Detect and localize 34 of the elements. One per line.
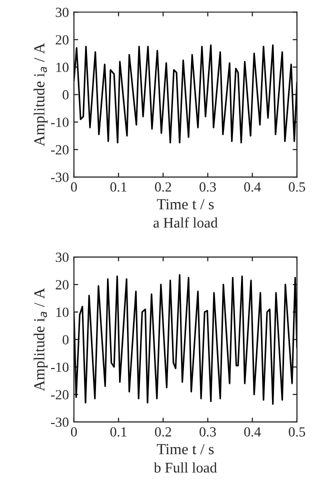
line-series: [74, 44, 297, 144]
y-tick-label: -10: [51, 362, 69, 372]
x-tick-label: 0.4: [244, 182, 261, 192]
y-tick-label: -20: [51, 390, 69, 400]
x-tick-label: 0.3: [200, 182, 216, 192]
x-tick-label: 0.2: [154, 427, 172, 437]
y-tick-label: 30: [56, 252, 69, 262]
x-tick-label: 0: [70, 182, 77, 192]
x-tick-label: 0: [70, 427, 77, 437]
y-tick-label: 20: [56, 280, 69, 290]
x-tick-label: 0.5: [288, 182, 306, 192]
x-tick-label: 0.5: [288, 427, 306, 437]
y-tick-label: 0: [62, 335, 69, 344]
x-tick-label: 0.1: [110, 182, 126, 192]
text: b Full load: [154, 462, 217, 473]
x-tick-label: 0.4: [244, 427, 261, 437]
y-axis-title: Amplitude i$_{a}$ / A: [34, 288, 48, 392]
y-tick-label: -30: [51, 172, 69, 182]
x-tick-label: 0.1: [110, 427, 126, 437]
y-tick-label: -30: [51, 418, 69, 427]
y-tick-label: -20: [51, 145, 69, 154]
text: a Half load: [154, 217, 218, 228]
x-tick-label: 0.2: [154, 182, 172, 192]
y-axis-title: Amplitude i$_{a}$ / A: [34, 43, 48, 146]
y-tick-label: 10: [56, 62, 69, 72]
y-tick-label: -10: [51, 118, 69, 128]
x-tick-label: 0.3: [200, 427, 216, 437]
y-tick-label: 20: [56, 35, 69, 45]
y-tick-label: 30: [56, 8, 69, 18]
x-axis-title: Time t / s: [156, 199, 214, 210]
y-tick-label: 10: [56, 308, 69, 317]
x-axis-title: Time t / s: [156, 444, 214, 454]
line-series: [74, 274, 297, 405]
y-tick-label: 0: [62, 90, 69, 100]
